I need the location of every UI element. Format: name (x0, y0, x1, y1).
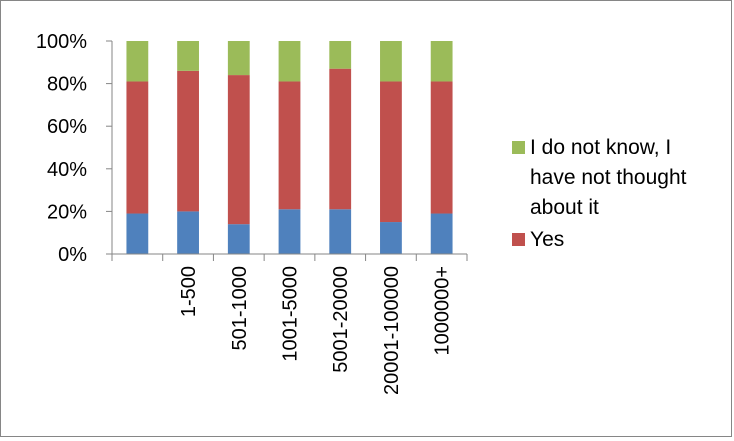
legend-label: about it (530, 196, 599, 219)
legend-label: I do not know, I (530, 136, 671, 159)
legend-swatch (512, 141, 525, 154)
y-tick-label: 60% (47, 116, 87, 138)
bar-segment-2-series-2 (177, 70, 199, 212)
bar-segment-5-series-1 (329, 209, 352, 254)
bar-segment-3-series-3 (227, 41, 250, 76)
legend-swatch (512, 233, 525, 246)
x-category-label: 1000000+ (432, 266, 454, 356)
y-tick-label: 0% (58, 244, 87, 266)
bar-segment-5-series-2 (329, 68, 352, 210)
bar-segment-6-series-3 (380, 41, 402, 82)
bar-segment-4-series-2 (278, 81, 301, 210)
y-tick-label: 20% (47, 201, 87, 223)
x-category-label: 1-500 (178, 266, 200, 317)
bar-segment-6-series-2 (380, 81, 402, 223)
bar-segment-6-series-1 (380, 222, 402, 254)
x-category-label: 1001-5000 (280, 266, 302, 362)
x-category-label: 5001-20000 (330, 266, 352, 373)
bar-segment-4-series-3 (278, 41, 301, 82)
bars-layer (126, 41, 453, 254)
y-tick-label: 100% (36, 31, 87, 53)
bar-segment-3-series-1 (227, 224, 250, 254)
bar-segment-3-series-2 (227, 75, 250, 225)
bar-segment-1-series-1 (126, 213, 149, 254)
x-category-label: 20001-100000 (381, 266, 403, 395)
bar-segment-1-series-3 (126, 41, 149, 82)
legend: I do not know, I have not thought about it… (512, 136, 687, 251)
y-tick-label: 80% (47, 74, 87, 96)
bar-segment-4-series-1 (278, 209, 301, 254)
legend-label: Yes (530, 228, 564, 251)
bar-segment-7-series-2 (430, 81, 453, 214)
bar-segment-7-series-1 (430, 213, 453, 254)
bar-segment-5-series-3 (329, 41, 352, 69)
bar-segment-2-series-1 (177, 211, 199, 254)
labels-layer: 0% 20% 40% 60% 80% 100% 1-500 501-1000 1001-5000… (36, 31, 454, 395)
bar-segment-7-series-3 (430, 41, 453, 82)
y-tick-label: 40% (47, 159, 87, 181)
bar-segment-2-series-3 (177, 41, 199, 71)
bar-segment-1-series-2 (126, 81, 149, 214)
axes-layer (106, 40, 468, 261)
x-category-label: 501-1000 (229, 266, 251, 351)
legend-label: have not thought (530, 166, 687, 189)
